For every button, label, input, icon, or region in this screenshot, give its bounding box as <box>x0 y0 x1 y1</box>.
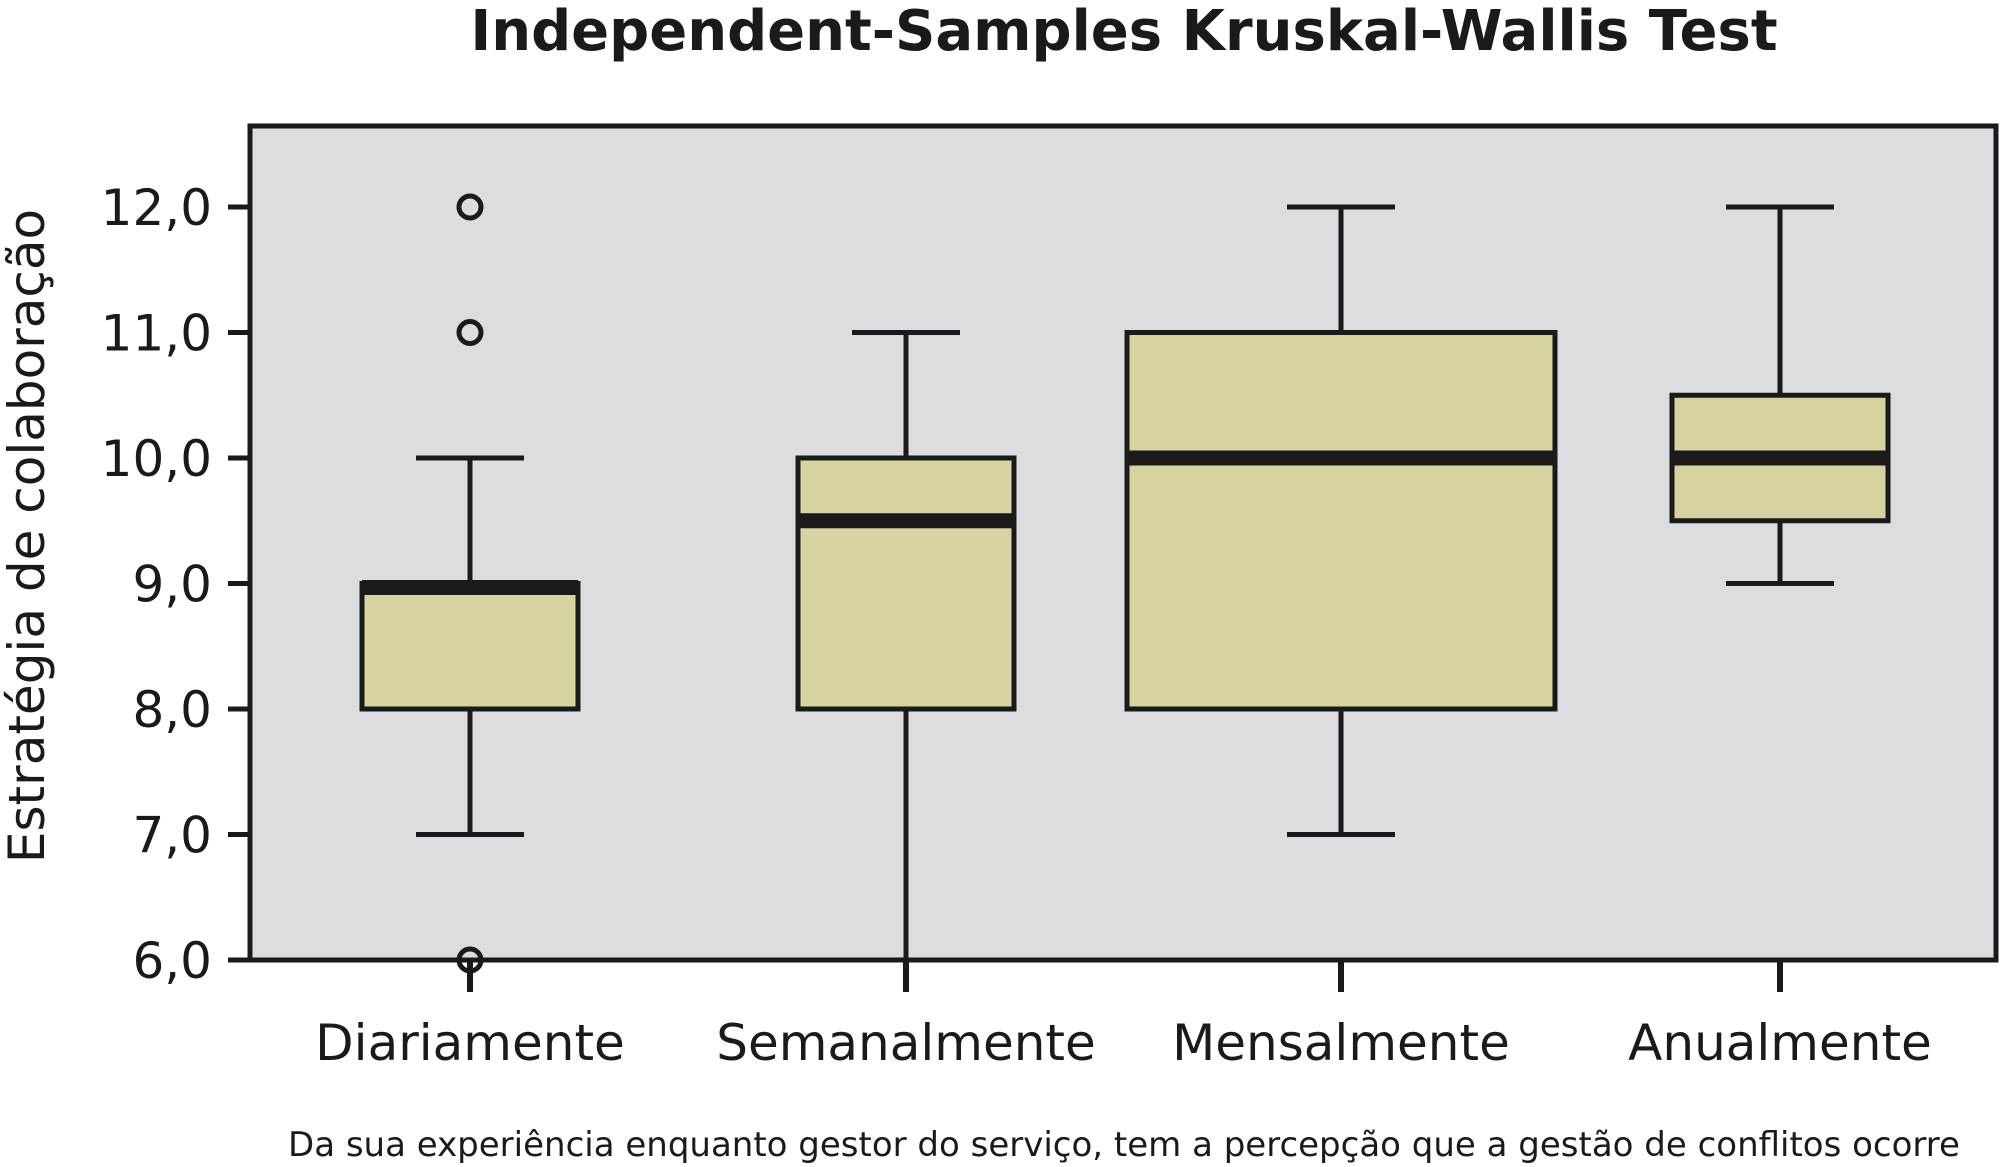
x-axis-title: Da sua experiência enquanto gestor do se… <box>288 1125 1960 1165</box>
chart-title: Independent-Samples Kruskal-Wallis Test <box>470 0 1777 64</box>
outlier-point <box>456 193 484 221</box>
box-group <box>1124 204 1558 837</box>
y-tick-label: 12,0 <box>101 179 212 237</box>
y-tick-label: 7,0 <box>132 807 212 865</box>
y-tick-label: 10,0 <box>101 430 212 488</box>
outlier-point <box>456 319 484 346</box>
y-axis-title: Estratégia de colaboração <box>0 209 56 863</box>
y-tick-label: 8,0 <box>132 681 212 739</box>
box-iqr <box>795 455 1017 712</box>
x-tick-label: Anualmente <box>1628 1014 1932 1072</box>
box-group <box>359 193 581 974</box>
y-tick-label: 6,0 <box>132 932 212 990</box>
y-tick-label: 9,0 <box>132 556 212 614</box>
x-axis: Diariamente Semanalmente Mensalmente Anualm… <box>315 960 1932 1072</box>
x-tick-label: Mensalmente <box>1172 1014 1510 1072</box>
box-iqr <box>1124 330 1558 712</box>
box-group <box>795 330 1017 960</box>
chart-marks <box>359 193 1891 974</box>
x-tick-label: Semanalmente <box>716 1014 1096 1072</box>
y-tick-label: 11,0 <box>101 305 212 363</box>
x-tick-label: Diariamente <box>315 1014 625 1072</box>
box-group <box>1669 204 1891 586</box>
box-iqr <box>359 581 581 712</box>
plot-area <box>247 123 1999 963</box>
y-axis: 6,0 7,0 8,0 9,0 10,0 11,0 12,0 <box>101 179 250 990</box>
